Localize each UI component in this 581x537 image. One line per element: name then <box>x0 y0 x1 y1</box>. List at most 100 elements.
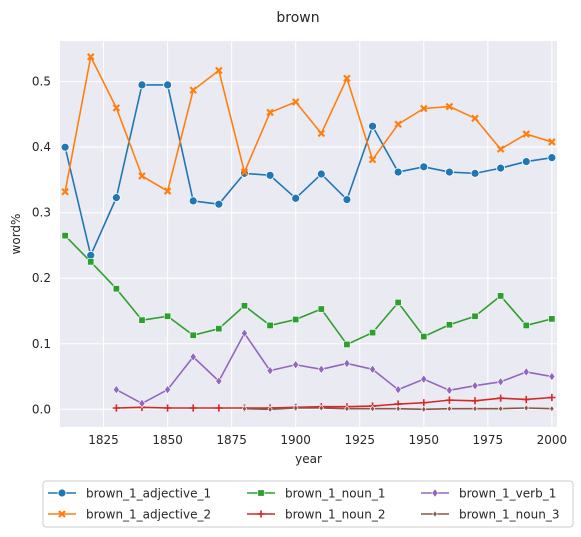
data-point-brown_1_adjective_2 <box>394 120 402 129</box>
series-line-brown_1_adjective_2 <box>64 55 553 192</box>
data-point-brown_1_adjective_2 <box>471 114 479 123</box>
legend-item: brown_1_adjective_2 <box>48 508 211 522</box>
data-point-brown_1_verb_1 <box>292 360 300 370</box>
legend: brown_1_adjective_1 brown_1_adjective_2 br… <box>42 480 574 528</box>
legend-item: brown_1_noun_2 <box>247 508 385 522</box>
legend-marker <box>58 510 66 518</box>
data-point-brown_1_adjective_1 <box>111 193 121 203</box>
series-line-brown_1_verb_1 <box>115 332 553 405</box>
data-point-brown_1_adjective_2 <box>240 168 249 176</box>
legend-item: brown_1_noun_1 <box>247 487 385 501</box>
data-point-brown_1_adjective_2 <box>138 172 146 180</box>
data-point-brown_1_noun_3 <box>446 405 453 413</box>
series-brown_1_noun_3 <box>241 404 555 413</box>
y-tick-label: 0.4 <box>32 140 51 154</box>
data-point-brown_1_adjective_1 <box>60 142 70 152</box>
data-point-brown_1_noun_2 <box>471 397 479 405</box>
tick-labels: 1825 1850 1875 1900 1925 1950 1975 2000 0.0 0.1 0.… <box>32 75 567 447</box>
legend-label: brown_1_noun_2 <box>285 508 385 522</box>
x-tick-label: 1900 <box>280 433 311 447</box>
data-point-brown_1_adjective_2 <box>163 187 172 195</box>
plot-area <box>60 41 557 427</box>
data-point-brown_1_noun_1 <box>343 340 351 348</box>
x-axis-label: year <box>295 452 322 466</box>
legend-label: brown_1_adjective_2 <box>86 508 211 522</box>
data-point-brown_1_noun_1 <box>138 316 146 324</box>
data-point-brown_1_noun_1 <box>394 298 402 306</box>
data-point-brown_1_noun_3 <box>267 405 273 413</box>
data-point-brown_1_noun_1 <box>266 321 274 329</box>
data-point-brown_1_adjective_2 <box>522 130 531 138</box>
data-point-brown_1_noun_2 <box>189 404 197 412</box>
data-point-brown_1_adjective_1 <box>470 168 480 178</box>
x-tick-label: 1875 <box>216 433 247 447</box>
data-point-brown_1_adjective_1 <box>163 80 172 90</box>
data-point-brown_1_verb_1 <box>522 367 530 377</box>
data-point-brown_1_noun_2 <box>215 404 223 412</box>
data-point-brown_1_adjective_1 <box>393 167 403 177</box>
x-tick-label: 2000 <box>537 433 568 447</box>
data-point-brown_1_noun_2 <box>497 394 505 402</box>
data-point-brown_1_noun_2 <box>445 396 454 404</box>
data-point-brown_1_noun_3 <box>369 405 376 413</box>
x-tick-label: 1850 <box>152 433 183 447</box>
y-tick-label: 0.2 <box>32 271 51 285</box>
legend-item: brown_1_noun_3 <box>421 508 559 522</box>
data-point-brown_1_adjective_2 <box>317 129 326 138</box>
data-point-brown_1_verb_1 <box>266 365 274 376</box>
y-tick-label: 0.5 <box>32 75 51 89</box>
data-point-brown_1_adjective_2 <box>291 98 300 106</box>
data-point-brown_1_noun_1 <box>548 315 556 323</box>
data-point-brown_1_adjective_1 <box>342 195 352 204</box>
data-point-brown_1_noun_1 <box>87 258 95 266</box>
legend-label: brown_1_noun_3 <box>459 508 559 522</box>
data-point-brown_1_adjective_1 <box>137 80 147 90</box>
data-point-brown_1_noun_3 <box>498 405 504 413</box>
data-point-brown_1_noun_1 <box>445 321 453 329</box>
data-point-brown_1_adjective_2 <box>61 187 69 196</box>
data-point-brown_1_adjective_2 <box>548 138 556 146</box>
x-tick-label: 1950 <box>409 433 440 447</box>
data-point-brown_1_adjective_1 <box>496 163 506 173</box>
y-axis-label: word% <box>9 214 23 255</box>
data-point-brown_1_adjective_2 <box>112 104 121 112</box>
data-point-brown_1_verb_1 <box>420 374 428 384</box>
data-point-brown_1_noun_1 <box>164 312 172 320</box>
legend-item: brown_1_adjective_1 <box>48 487 211 501</box>
data-point-brown_1_noun_3 <box>523 404 529 412</box>
data-point-brown_1_noun_1 <box>497 292 505 300</box>
data-point-brown_1_noun_1 <box>215 325 223 333</box>
data-point-brown_1_adjective_1 <box>291 193 301 203</box>
data-point-brown_1_noun_3 <box>421 405 427 413</box>
data-point-brown_1_verb_1 <box>394 384 402 395</box>
data-point-brown_1_noun_1 <box>471 312 479 320</box>
data-point-brown_1_adjective_1 <box>188 196 198 206</box>
data-point-brown_1_adjective_2 <box>420 104 428 113</box>
data-point-brown_1_noun_3 <box>241 405 248 413</box>
data-point-brown_1_adjective_1 <box>214 199 224 209</box>
data-point-brown_1_noun_2 <box>163 404 172 412</box>
legend-label: brown_1_noun_1 <box>285 487 385 501</box>
data-point-brown_1_adjective_2 <box>86 52 95 61</box>
data-point-brown_1_noun_1 <box>112 285 120 293</box>
data-point-brown_1_noun_1 <box>369 329 377 337</box>
data-point-brown_1_verb_1 <box>189 352 197 362</box>
legend-marker <box>257 489 265 497</box>
data-point-brown_1_verb_1 <box>215 376 223 386</box>
data-point-brown_1_verb_1 <box>369 364 377 375</box>
data-point-brown_1_verb_1 <box>317 364 325 375</box>
data-point-brown_1_adjective_1 <box>265 170 275 180</box>
data-point-brown_1_adjective_2 <box>368 155 377 164</box>
series-layer <box>60 52 557 413</box>
data-point-brown_1_verb_1 <box>343 358 351 369</box>
data-point-brown_1_noun_3 <box>293 404 299 412</box>
data-point-brown_1_adjective_2 <box>189 86 197 94</box>
data-point-brown_1_noun_3 <box>472 405 478 413</box>
data-point-brown_1_noun_2 <box>548 393 556 402</box>
data-point-brown_1_adjective_1 <box>419 162 429 172</box>
data-point-brown_1_adjective_1 <box>316 169 326 179</box>
legend-marker <box>432 510 438 518</box>
data-point-brown_1_noun_1 <box>522 321 530 329</box>
data-point-brown_1_verb_1 <box>112 384 120 395</box>
